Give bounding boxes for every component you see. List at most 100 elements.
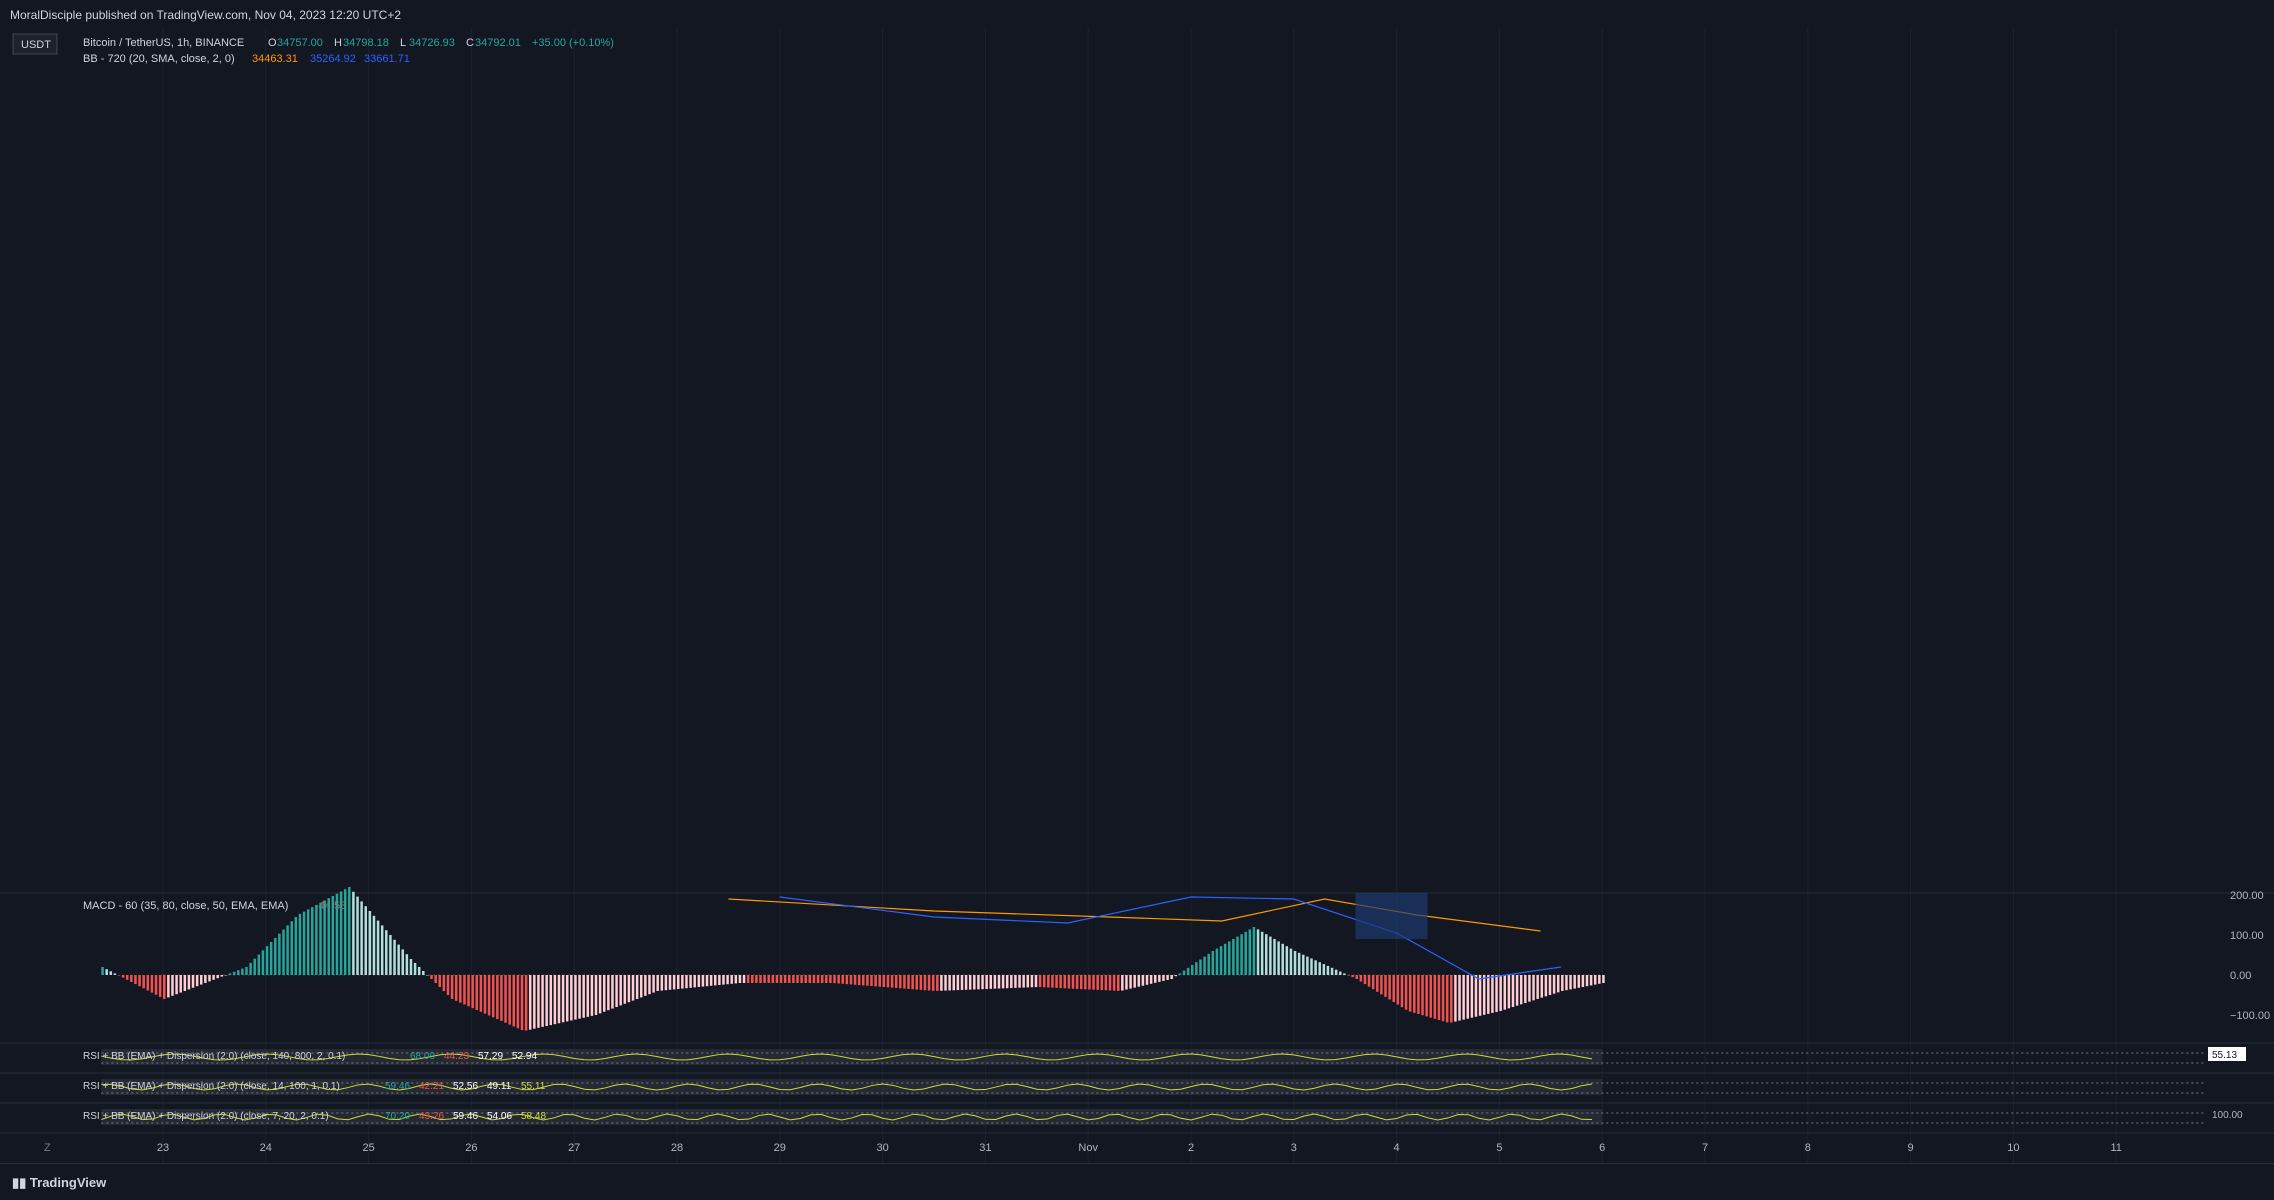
macd-bar	[985, 975, 988, 989]
macd-bar	[911, 975, 914, 990]
macd-bar	[385, 930, 388, 975]
macd-bar	[956, 975, 960, 991]
macd-bar	[372, 915, 376, 975]
macd-bar	[1153, 975, 1157, 983]
macd-bar	[829, 975, 832, 983]
macd-bar	[1499, 975, 1502, 1011]
macd-bar	[1306, 956, 1309, 975]
macd-bar	[1548, 975, 1552, 995]
macd-bar	[631, 975, 635, 1001]
macd-bar	[101, 967, 104, 975]
rsi-value-2-2: 59.46	[453, 1111, 478, 1122]
macd-bar	[1491, 975, 1494, 1013]
macd-bar	[948, 975, 951, 991]
macd-bar	[467, 975, 470, 1007]
macd-bar	[899, 975, 902, 989]
macd-bar	[693, 975, 696, 988]
macd-bar	[1388, 975, 1391, 1000]
legend-l-label: L	[400, 37, 406, 49]
macd-bar	[1158, 975, 1161, 982]
macd-bar	[306, 909, 310, 975]
macd-bar	[1223, 943, 1227, 975]
macd-bar	[1293, 951, 1297, 975]
macd-bar	[1330, 967, 1334, 975]
macd-bar	[1585, 975, 1589, 987]
macd-bar	[574, 975, 577, 1020]
macd-bar	[816, 975, 820, 983]
symbol-box[interactable]	[12, 33, 58, 55]
macd-bar	[1248, 929, 1252, 975]
macd-bar	[508, 975, 511, 1025]
zoom-button: Z	[44, 1142, 51, 1154]
macd-bar	[862, 975, 865, 986]
macd-bar	[1084, 975, 1087, 990]
macd-bar	[1055, 975, 1058, 988]
macd-bar	[940, 975, 943, 991]
macd-bar	[607, 975, 610, 1011]
rsi-tag-2: 100.00	[2212, 1110, 2243, 1121]
macd-bar	[973, 975, 976, 990]
macd-bar	[1454, 975, 1457, 1022]
macd-bar	[286, 925, 289, 975]
macd-bar	[1215, 948, 1219, 975]
macd-bar	[594, 975, 598, 1015]
macd-bar	[1162, 975, 1165, 981]
macd-bar	[1384, 975, 1387, 997]
macd-bar	[557, 975, 561, 1024]
chart-area[interactable]: 33,4-33,2k SLabAcconfirmed OSDBSSPUa?b?O…	[0, 28, 2274, 1163]
macd-bar	[524, 975, 528, 1031]
macd-bar	[491, 975, 495, 1018]
x-tick-13: 5	[1496, 1142, 1502, 1154]
macd-bar	[1355, 975, 1358, 979]
macd-bar	[528, 975, 532, 1030]
macd-bar	[919, 975, 923, 990]
macd-bar	[1191, 965, 1194, 975]
macd-bar	[800, 975, 803, 983]
macd-bar	[927, 975, 931, 991]
macd-bar	[397, 944, 400, 975]
macd-bar	[1532, 975, 1535, 1001]
macd-bar	[730, 975, 733, 984]
macd-bar	[1400, 975, 1404, 1008]
symbol-box-text: USDT	[21, 39, 51, 51]
macd-bar	[1318, 962, 1321, 975]
macd-bar	[130, 975, 133, 982]
macd-bar	[1367, 975, 1371, 987]
macd-bar	[1462, 975, 1465, 1020]
macd-bar	[1577, 975, 1581, 988]
rsi-value-0-0: 68.00	[410, 1051, 435, 1062]
macd-bar	[1408, 975, 1412, 1012]
macd-tick-2: 0.00	[2230, 970, 2251, 982]
macd-bar	[1593, 975, 1597, 985]
macd-bar	[1145, 975, 1149, 985]
macd-bar	[1297, 952, 1301, 975]
macd-bar	[1347, 975, 1350, 976]
macd-bar	[968, 975, 972, 990]
macd-bar	[158, 975, 162, 997]
macd-bar	[1565, 975, 1568, 991]
macd-bar	[681, 975, 684, 989]
macd-bar	[1203, 956, 1206, 975]
macd-bar	[274, 937, 277, 975]
macd-bar	[689, 975, 692, 988]
macd-bar	[1108, 975, 1112, 991]
macd-bar	[1302, 954, 1305, 975]
macd-bar	[1116, 975, 1120, 991]
rsi-value-0-3: 52.94	[512, 1051, 537, 1062]
macd-tick-1: 100.00	[2230, 930, 2264, 942]
tradingview-logo[interactable]: ▮▮ TradingView	[12, 1175, 107, 1190]
macd-bar	[1228, 941, 1231, 975]
macd-bar	[1458, 975, 1461, 1021]
macd-bar	[866, 975, 869, 986]
rsi-line-2	[101, 1113, 1592, 1121]
legend-o-value: 34757.00	[277, 37, 323, 49]
macd-bar	[224, 975, 228, 976]
macd-bar	[545, 975, 548, 1026]
macd-bar	[1240, 934, 1243, 975]
macd-bar	[936, 975, 939, 991]
macd-bar	[1470, 975, 1474, 1018]
macd-bar	[171, 975, 174, 996]
legend-bb-upper: 35264.92	[310, 53, 356, 65]
macd-bar	[417, 967, 421, 975]
macd-bar	[1495, 975, 1498, 1012]
